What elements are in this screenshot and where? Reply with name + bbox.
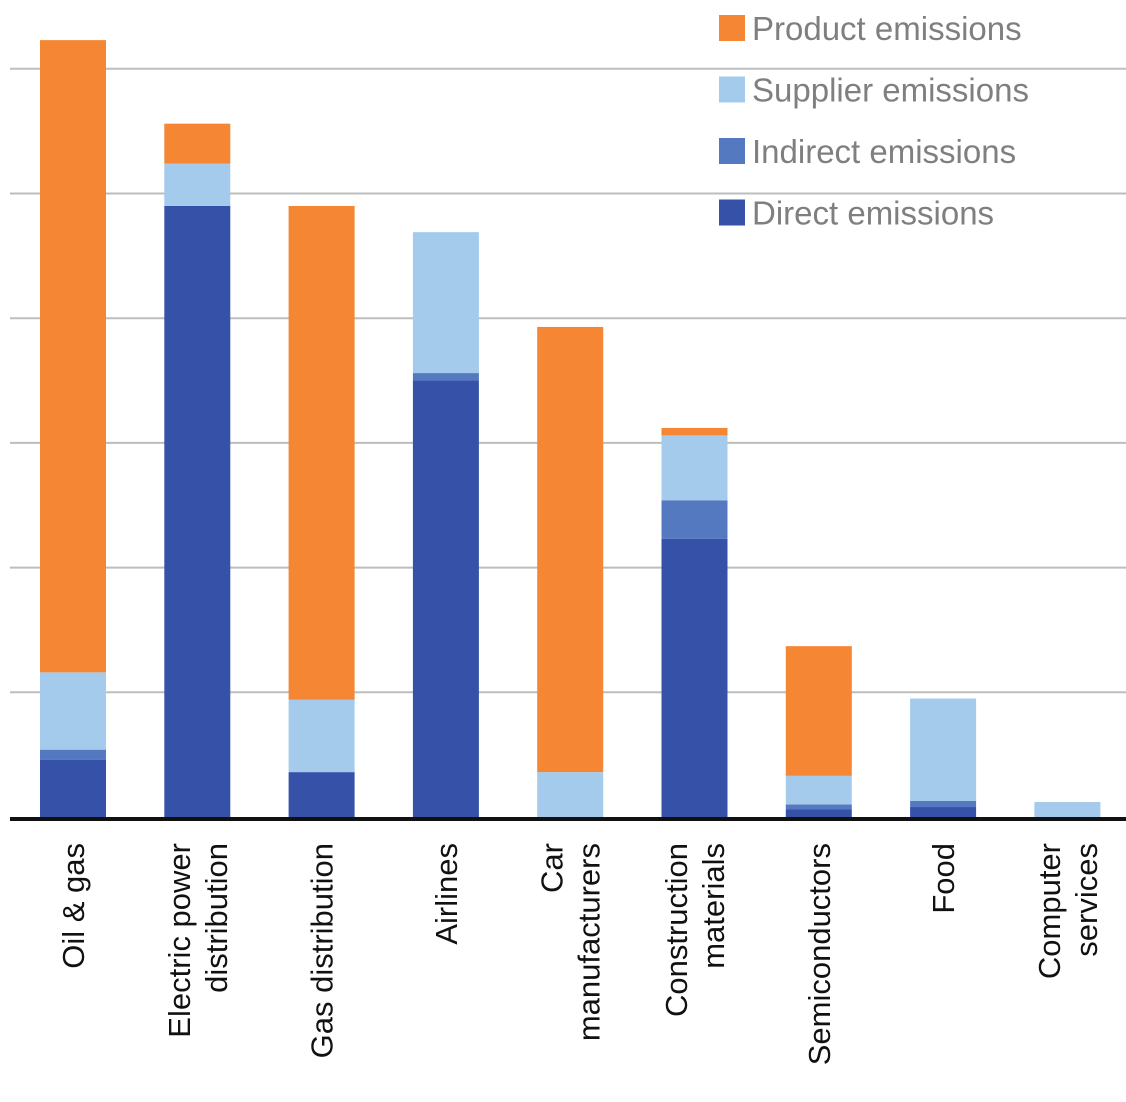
bar-food-supplier-emissions bbox=[910, 698, 977, 801]
x-tick-labels: Oil & gas Electric powerdistribution Gas d… bbox=[56, 843, 1104, 1065]
x-tick-label-food: Food bbox=[926, 843, 961, 914]
legend-label-direct-emissions: Direct emissions bbox=[752, 195, 994, 232]
bar-oil-and-gas-direct-emissions bbox=[40, 759, 106, 817]
bar-gas-distribution-direct-emissions bbox=[288, 772, 355, 817]
legend-item-supplier-emissions: Supplier emissions bbox=[719, 72, 1029, 109]
bar-car-manufacturers-supplier-emissions bbox=[537, 772, 604, 817]
bar-oil-and-gas-indirect-emissions bbox=[40, 749, 106, 760]
legend-swatch-product-emissions bbox=[719, 15, 745, 41]
legend-swatch-indirect-emissions bbox=[719, 138, 745, 164]
x-tick-label-semiconductors: Semiconductors bbox=[802, 843, 837, 1065]
legend-swatch-supplier-emissions bbox=[719, 76, 745, 103]
bar-group-construction-materials bbox=[661, 427, 728, 817]
bar-group-semiconductors bbox=[785, 646, 852, 817]
x-tick-label-airlines: Airlines bbox=[429, 843, 464, 945]
bar-construction-materials-indirect-emissions bbox=[661, 500, 728, 539]
bar-airlines-direct-emissions bbox=[412, 380, 479, 817]
legend-label-supplier-emissions: Supplier emissions bbox=[752, 72, 1029, 109]
bar-construction-materials-supplier-emissions bbox=[661, 435, 728, 501]
legend: Product emissions Supplier emissions Indir… bbox=[719, 10, 1029, 232]
legend-item-direct-emissions: Direct emissions bbox=[719, 195, 994, 232]
bar-construction-materials-direct-emissions bbox=[661, 538, 728, 817]
bar-semiconductors-direct-emissions bbox=[785, 809, 852, 817]
bar-group-food bbox=[910, 698, 977, 817]
bar-oil-and-gas-supplier-emissions bbox=[40, 672, 106, 750]
bar-group-gas-distribution bbox=[288, 205, 355, 817]
legend-label-product-emissions: Product emissions bbox=[752, 10, 1022, 47]
x-tick-label-construction-materials: Constructionmaterials bbox=[659, 843, 731, 1017]
bar-group-electric-power-distribution bbox=[164, 123, 231, 818]
bar-construction-materials-product-emissions bbox=[661, 427, 728, 436]
x-tick-label-car-manufacturers: Carmanufacturers bbox=[535, 843, 607, 1041]
legend-label-indirect-emissions: Indirect emissions bbox=[752, 133, 1016, 170]
bar-semiconductors-indirect-emissions bbox=[785, 804, 852, 810]
bar-food-indirect-emissions bbox=[910, 800, 977, 808]
bar-group-oil-and-gas bbox=[40, 40, 106, 817]
bar-electric-power-distribution-supplier-emissions bbox=[164, 163, 231, 206]
bar-computer-services-supplier-emissions bbox=[1034, 802, 1101, 817]
bar-group-computer-services bbox=[1034, 802, 1101, 817]
x-tick-label-oil-and-gas: Oil & gas bbox=[56, 843, 91, 969]
bar-gas-distribution-product-emissions bbox=[288, 205, 355, 700]
bar-electric-power-distribution-direct-emissions bbox=[164, 205, 231, 818]
bar-semiconductors-supplier-emissions bbox=[785, 775, 852, 805]
bar-electric-power-distribution-product-emissions bbox=[164, 123, 231, 164]
bar-car-manufacturers-product-emissions bbox=[537, 326, 604, 773]
bar-gas-distribution-supplier-emissions bbox=[288, 699, 355, 773]
bar-oil-and-gas-product-emissions bbox=[40, 40, 106, 673]
legend-swatch-direct-emissions bbox=[719, 199, 745, 226]
legend-item-indirect-emissions: Indirect emissions bbox=[719, 133, 1016, 170]
bar-semiconductors-product-emissions bbox=[785, 646, 852, 776]
bar-airlines-indirect-emissions bbox=[412, 373, 479, 381]
x-tick-label-gas-distribution: Gas distribution bbox=[305, 843, 340, 1058]
bar-food-direct-emissions bbox=[910, 807, 977, 817]
bar-airlines-supplier-emissions bbox=[412, 232, 479, 374]
bar-group-car-manufacturers bbox=[537, 326, 604, 817]
bar-group-airlines bbox=[412, 232, 479, 817]
bars bbox=[40, 40, 1101, 818]
legend-item-product-emissions: Product emissions bbox=[719, 10, 1022, 47]
x-tick-label-electric-power-distribution: Electric powerdistribution bbox=[162, 843, 234, 1038]
x-tick-label-computer-services: Computerservices bbox=[1032, 843, 1104, 979]
